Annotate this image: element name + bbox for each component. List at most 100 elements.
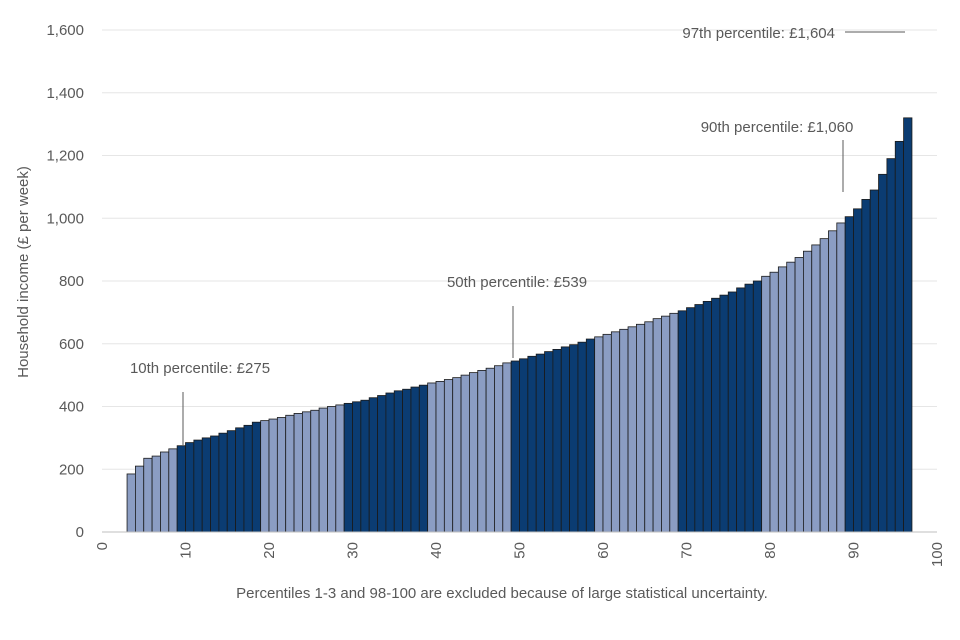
bar-p32 — [360, 399, 370, 533]
y-tick-label: 1,600 — [46, 22, 84, 39]
bar-p78 — [744, 283, 754, 533]
bar-p21 — [268, 418, 278, 533]
bar-p72 — [694, 304, 704, 533]
annotations: 10th percentile: £275 50th percentile: £5… — [130, 25, 905, 445]
bar-p89 — [836, 222, 846, 533]
y-tick-label: 400 — [59, 399, 84, 416]
bar-p77 — [736, 287, 746, 533]
bar-p55 — [552, 348, 562, 533]
bar-p15 — [218, 432, 228, 533]
bar-p19 — [251, 421, 262, 533]
bar-p17 — [235, 427, 245, 533]
bar-p27 — [318, 407, 328, 533]
bar-p49 — [502, 362, 512, 533]
y-tick-label: 1,400 — [46, 85, 84, 102]
bar-p71 — [686, 307, 696, 533]
bar-p8 — [160, 451, 170, 533]
bar-p91 — [853, 208, 863, 533]
y-tick-label: 800 — [59, 273, 84, 290]
annotation-p10: 10th percentile: £275 — [130, 360, 270, 377]
bar-p73 — [702, 300, 712, 533]
bar-p50 — [510, 360, 520, 533]
bar-p5 — [134, 465, 145, 533]
bar-p4 — [126, 473, 136, 533]
bar-p54 — [544, 351, 554, 533]
bar-p34 — [377, 395, 387, 533]
bar-p87 — [819, 238, 829, 533]
bar-p33 — [368, 397, 378, 533]
y-tick-label: 0 — [76, 524, 84, 541]
bar-p44 — [460, 374, 470, 533]
bar-p42 — [443, 379, 454, 533]
bar-p79 — [752, 280, 763, 533]
bar-p53 — [535, 353, 545, 533]
bar-p92 — [861, 199, 871, 533]
bar-p58 — [577, 341, 587, 533]
bar-p60 — [594, 336, 604, 533]
bar-p96 — [894, 140, 905, 533]
bar-p48 — [494, 365, 504, 533]
x-tick-label: 90 — [846, 542, 863, 559]
x-tick-label: 10 — [178, 542, 195, 559]
bar-p46 — [477, 370, 487, 533]
bar-p75 — [719, 294, 729, 533]
bar-p31 — [352, 401, 362, 533]
bar-p67 — [652, 318, 662, 533]
bar-p45 — [468, 372, 479, 533]
bar-p36 — [393, 390, 404, 533]
bar-p85 — [803, 250, 813, 533]
x-tick-label: 70 — [679, 542, 696, 559]
bar-p59 — [585, 338, 596, 533]
bar-p20 — [260, 420, 270, 533]
y-tick-label: 200 — [59, 461, 84, 478]
bar-p61 — [602, 333, 612, 533]
annotation-p50: 50th percentile: £539 — [447, 274, 587, 291]
bar-p94 — [878, 173, 888, 533]
x-axis-title: Percentiles 1-3 and 98-100 are excluded … — [236, 585, 768, 602]
bar-p51 — [519, 358, 529, 533]
x-tick-label: 30 — [345, 542, 362, 559]
y-tick-label: 1,200 — [46, 148, 84, 165]
bar-p35 — [385, 392, 395, 533]
x-tick-label: 100 — [929, 542, 946, 567]
bar-p23 — [285, 414, 295, 533]
bar-p56 — [560, 346, 571, 533]
y-tick-label: 1,000 — [46, 210, 84, 227]
bar-p97 — [903, 117, 913, 533]
bar-p41 — [435, 380, 445, 533]
bar-p39 — [418, 384, 429, 533]
x-tick-label: 60 — [595, 542, 612, 559]
bar-p84 — [794, 257, 804, 533]
bar-p88 — [828, 230, 838, 533]
bar-p29 — [335, 404, 345, 533]
bar-p28 — [327, 406, 337, 533]
bar-p11 — [185, 442, 195, 533]
annotation-p97: 97th percentile: £1,604 — [682, 25, 835, 42]
bar-p16 — [226, 430, 237, 533]
y-axis-title: Household income (£ per week) — [15, 166, 32, 378]
bar-p68 — [661, 315, 671, 533]
bar-p66 — [644, 321, 654, 533]
x-tick-label: 40 — [428, 542, 445, 559]
x-tick-label: 80 — [762, 542, 779, 559]
bar-p80 — [761, 275, 771, 533]
bar-p65 — [636, 323, 646, 533]
bar-p26 — [310, 409, 320, 533]
bar-p25 — [301, 411, 312, 533]
bar-p10 — [176, 445, 186, 533]
bar-p12 — [193, 439, 203, 533]
bar-p95 — [886, 158, 896, 533]
bar-p82 — [777, 266, 788, 533]
gridlines — [102, 29, 937, 470]
annotation-p90: 90th percentile: £1,060 — [701, 119, 854, 136]
x-tick-label: 0 — [94, 542, 111, 550]
x-tick-label: 20 — [261, 542, 278, 559]
bar-p43 — [452, 377, 462, 533]
bar-p69 — [669, 312, 679, 533]
bar-p18 — [243, 424, 253, 533]
bar-p14 — [210, 435, 220, 533]
y-tick-label: 600 — [59, 336, 84, 353]
x-tick-label: 50 — [512, 542, 529, 559]
bars — [126, 117, 913, 533]
bar-p13 — [201, 437, 211, 533]
